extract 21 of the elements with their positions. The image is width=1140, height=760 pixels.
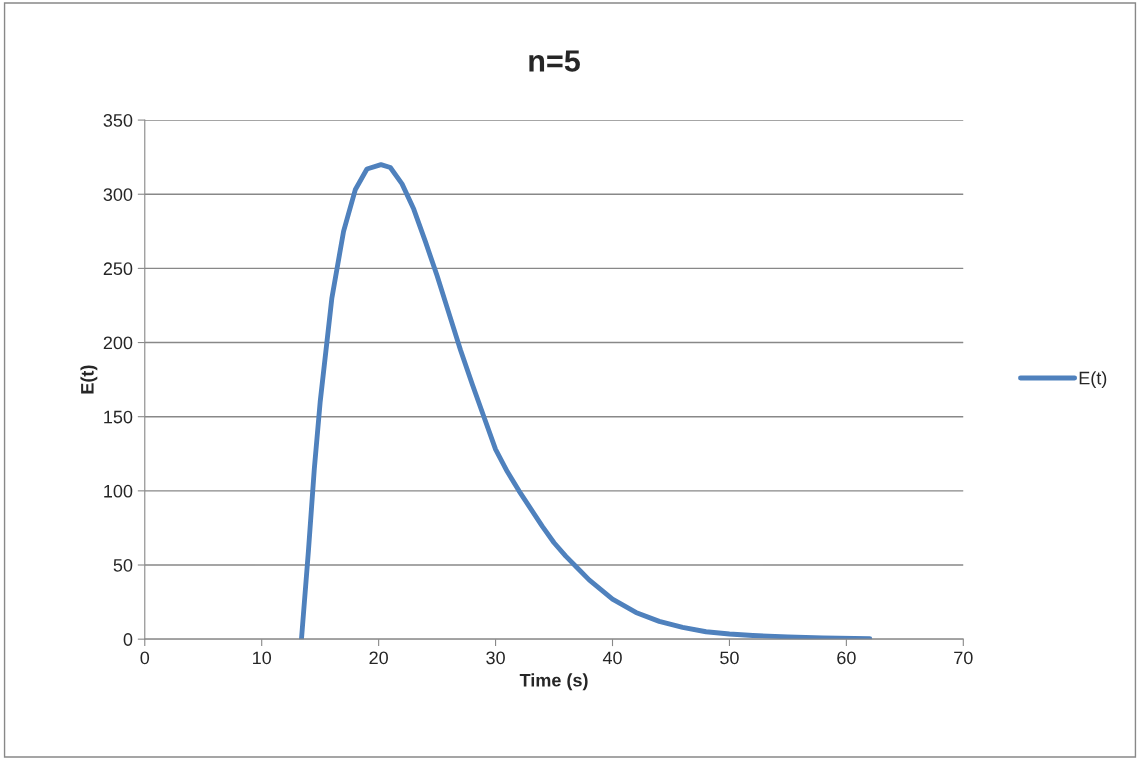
x-tick-label: 10 [253,651,272,665]
y-tick-label: 350 [103,114,133,127]
chart-title: n=5 [529,50,580,72]
x-tick-label: 50 [720,651,739,665]
x-tick-label: 0 [140,651,150,665]
y-tick-label: 150 [104,410,133,424]
y-tick-label: 0 [123,633,133,646]
x-tick-label: 30 [486,651,505,665]
y-axis-title: E(t) [80,365,98,394]
line-series [299,162,873,640]
y-tick-label: 100 [104,484,133,498]
x-tick-label: 20 [369,651,388,665]
y-tick-label: 250 [103,262,133,276]
x-tick-label: 70 [954,651,973,665]
y-tick-label: 50 [113,558,133,572]
legend-label: E(t) [1079,371,1107,389]
x-tick-label: 40 [602,651,622,665]
x-tick-label: 60 [837,651,856,665]
y-tick-label: 300 [103,188,133,201]
x-axis-title: Time (s) [519,673,588,691]
y-tick-label: 200 [103,336,133,350]
